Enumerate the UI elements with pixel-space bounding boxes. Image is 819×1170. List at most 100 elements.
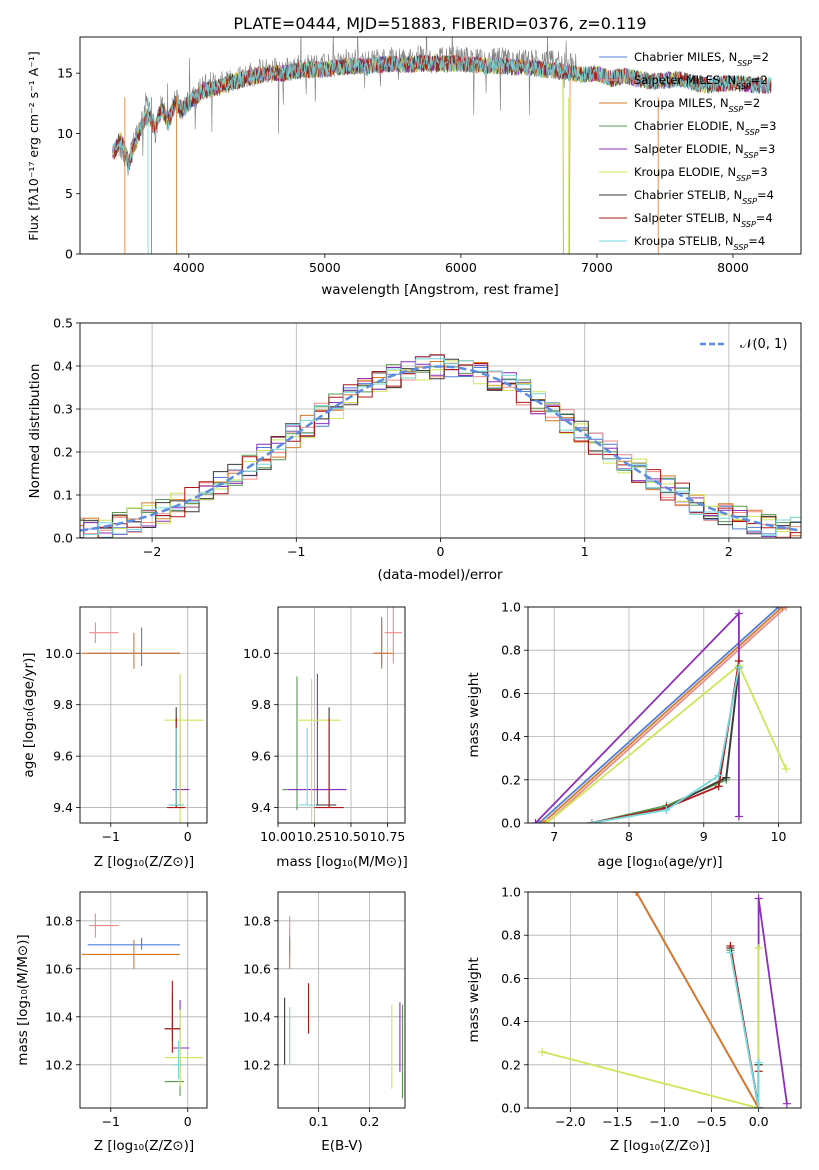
x-tick-label: 0.0 [749, 1114, 769, 1129]
y-tick-label: 0.4 [501, 1014, 521, 1029]
residual-histogram-line [80, 358, 801, 538]
x-tick-label: 8000 [717, 260, 749, 275]
y-tick-label: 1.0 [501, 600, 521, 615]
x-tick-label: −1 [102, 829, 120, 844]
y-tick-label: 9.6 [53, 749, 73, 764]
age_vs_mass-axes: 10.00 10.25 10.50 10.75 9.4 9.6 9.8 10.0 [243, 607, 405, 844]
spectrum-ylabel: Flux [fλ10⁻¹⁷ erg cm⁻² s⁻¹ A⁻¹] [26, 51, 41, 240]
mass-weight-marker [734, 812, 743, 821]
model-spectrum-line [112, 54, 772, 166]
mass-weight-line [591, 667, 740, 823]
legend-label: Salpeter ELODIE, NSSP=3 [634, 142, 775, 160]
mw_vs_age-frame [527, 606, 802, 824]
y-tick-label: 10.6 [243, 961, 271, 976]
mass_vs_Z-axes: −1 0 10.2 10.4 10.6 10.8 [45, 892, 207, 1129]
mass_vs_ebv-axes: 0.1 0.2 10.2 10.4 10.6 10.8 [243, 892, 405, 1129]
age-mass-xlabel: mass [log₁₀(M/M⊙)] [276, 854, 407, 870]
mw-z-ylabel: mass weight [466, 957, 482, 1042]
x-tick-label: −1 [102, 1114, 120, 1129]
figure-title: PLATE=0444, MJD=51883, FIBERID=0376, z=0… [233, 14, 646, 33]
y-tick-label: 10 [57, 126, 73, 141]
mass-weight-line [541, 948, 760, 1108]
mass-weight-marker [538, 819, 547, 823]
gaussian-curve [80, 365, 801, 532]
y-tick-label: 10.4 [45, 1009, 73, 1024]
y-tick-label: 10.0 [243, 646, 271, 661]
x-tick-label: −0.5 [696, 1114, 726, 1129]
spectrum-xlabel: wavelength [Angstrom, rest frame] [321, 282, 559, 298]
y-tick-label: 0.6 [501, 971, 521, 986]
mass-weight-marker [714, 771, 723, 780]
x-tick-label: −2 [143, 544, 161, 559]
y-tick-label: 0.0 [53, 531, 73, 546]
y-tick-label: 10.4 [243, 1009, 271, 1024]
x-tick-label: 10.25 [297, 829, 333, 844]
mw-age-ylabel: mass weight [466, 672, 482, 757]
model-spectrum-line [112, 55, 772, 172]
spectrum-legend: Chabrier MILES, NSSP=2 Salpeter MILES, NS… [599, 50, 776, 252]
y-tick-label: 0.8 [501, 928, 521, 943]
y-tick-label: 0.2 [53, 445, 73, 460]
legend-label: Kroupa ELODIE, NSSP=3 [634, 165, 768, 183]
mass-z-xlabel: Z [log₁₀(Z/Z⊙)] [94, 1138, 194, 1154]
y-tick-label: 15 [57, 66, 73, 81]
x-tick-label: 1 [581, 544, 589, 559]
y-tick-label: 10.8 [45, 913, 73, 928]
mass_vs_ebv-frame [277, 891, 406, 1109]
mass-weight-marker [542, 819, 551, 823]
y-tick-label: 0.0 [501, 1101, 521, 1116]
mass-weight-marker [782, 1099, 791, 1108]
mass-weight-marker [726, 948, 735, 957]
y-tick-label: 10.2 [45, 1057, 73, 1072]
y-tick-label: 9.6 [251, 749, 271, 764]
x-tick-label: −2.0 [555, 1114, 585, 1129]
legend-label: Salpeter STELIB, NSSP=4 [634, 211, 773, 229]
mw-z-xlabel: Z [log₁₀(Z/Z⊙)] [610, 1138, 710, 1154]
y-tick-label: 9.8 [251, 697, 271, 712]
age-z-xlabel: Z [log₁₀(Z/Z⊙)] [94, 854, 194, 870]
mass-weight-marker [754, 894, 763, 903]
mass-weight-marker [782, 607, 791, 611]
y-tick-label: 0.2 [501, 1057, 521, 1072]
x-tick-label: 10.50 [333, 829, 369, 844]
age_vs_mass-frame [277, 606, 406, 824]
mass-weight-line [729, 952, 760, 1108]
mass-weight-line [542, 607, 783, 823]
x-tick-label: −1.5 [602, 1114, 632, 1129]
mw_vs_Z-lines [538, 892, 791, 1108]
x-tick-label: 10 [771, 829, 787, 844]
mass-weight-marker [714, 782, 723, 791]
legend-label: Chabrier STELIB, NSSP=4 [634, 188, 774, 206]
x-tick-label: 0 [184, 1114, 192, 1129]
x-tick-label: 8 [625, 829, 633, 844]
spectrum-axes: 4000 5000 6000 7000 8000 0 5 10 15 [57, 66, 749, 275]
mass-ebv-xlabel: E(B-V) [321, 1138, 363, 1154]
mass-weight-line [635, 892, 760, 1108]
x-tick-label: 5000 [309, 260, 341, 275]
mass_vs_Z-frame [79, 891, 208, 1109]
legend-label: Chabrier ELODIE, NSSP=3 [634, 119, 776, 137]
residuals-xlabel: (data-model)/error [377, 567, 503, 583]
spectrum-lines [112, 37, 772, 254]
mass-weight-marker [531, 819, 540, 823]
mass-weight-marker [632, 892, 641, 896]
y-tick-label: 0.3 [53, 402, 73, 417]
age_vs_Z-points [81, 622, 204, 823]
x-tick-label: 4000 [173, 260, 205, 275]
y-tick-label: 0.8 [501, 643, 521, 658]
y-tick-label: 0.2 [501, 772, 521, 787]
x-tick-label: −1.0 [649, 1114, 679, 1129]
legend-label: Salpeter MILES, NSSP=2 [634, 73, 768, 91]
residuals-frame [79, 322, 802, 539]
mass-weight-marker [782, 765, 791, 773]
mass-weight-marker [538, 1047, 547, 1056]
age_vs_Z-frame [79, 606, 208, 824]
mass-weight-marker [734, 609, 743, 618]
y-tick-label: 0 [65, 247, 73, 262]
x-tick-label: 7 [550, 829, 558, 844]
age_vs_mass-points [282, 607, 403, 823]
mw_vs_age-lines [531, 607, 791, 823]
x-tick-label: 10.00 [260, 829, 296, 844]
x-tick-label: 2 [725, 544, 733, 559]
